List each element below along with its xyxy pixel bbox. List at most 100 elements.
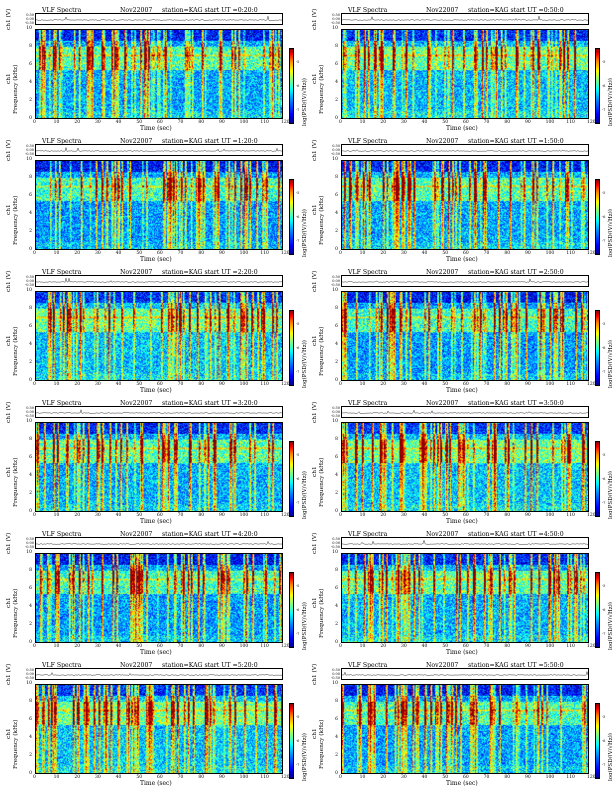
x-tick-label: 120 <box>587 120 596 125</box>
ch1-waveform <box>35 13 284 25</box>
x-tick-label: 110 <box>566 775 575 780</box>
colorbar <box>289 179 294 255</box>
ch1-tick-label: -0.50 <box>331 152 340 157</box>
x-tick-label: 0 <box>33 513 36 518</box>
y-tick-label: 10 <box>26 550 32 555</box>
x-tick-label: 50 <box>136 644 143 649</box>
colorbar <box>595 572 600 648</box>
colorbar-label: log(PSD/(V/√Hz)) <box>608 471 612 519</box>
ch1-axis-label: ch1 (V) <box>6 8 12 30</box>
time-axis-label: Time (sec) <box>140 649 172 656</box>
y-tick-label: 4 <box>335 604 338 609</box>
ch1-waveform <box>35 275 284 287</box>
x-tick-label: 10 <box>53 120 60 125</box>
panel-title: VLF Spectra <box>348 269 388 276</box>
ch1-tick-label: 0.50 <box>332 668 340 672</box>
panel-station-start: station=KAG start UT =4:50:0 <box>468 531 564 538</box>
x-tick-label: 100 <box>239 644 249 649</box>
colorbar-tick-label: -7 <box>296 763 300 767</box>
x-tick-label: 100 <box>545 120 555 125</box>
ch1-trace-line <box>342 409 590 414</box>
x-tick-label: 60 <box>463 120 469 125</box>
frequency-axis-label: Frequency (kHz) <box>13 64 19 114</box>
colorbar-tick-label: -7 <box>602 632 606 636</box>
y-tick-label: 0 <box>335 509 338 514</box>
spectrogram-panel: VLF Spectra Nov22007 station=KAG start UT … <box>2 2 308 133</box>
x-tick-label: 70 <box>483 251 490 256</box>
y-tick-label: 0 <box>29 378 32 383</box>
x-tick-label: 70 <box>177 382 184 387</box>
ch1-tick-label: 0.50 <box>26 537 34 541</box>
colorbar-label: log(PSD/(V/√Hz)) <box>608 209 612 257</box>
y-tick-label: 6 <box>335 324 338 329</box>
x-tick-label: 120 <box>587 382 596 387</box>
x-tick-label: 80 <box>504 251 511 256</box>
y-tick-label: 2 <box>29 622 32 627</box>
x-tick-label: 0 <box>33 644 36 649</box>
x-tick-label: 100 <box>545 644 555 649</box>
ch1-trace-line <box>36 541 284 545</box>
panel-title: VLF Spectra <box>348 138 388 145</box>
panel-station-start: station=KAG start UT =5:20:0 <box>162 662 258 669</box>
spectrogram-area <box>35 291 283 381</box>
x-tick-label: 40 <box>115 251 122 256</box>
y-tick-label: 6 <box>335 455 338 460</box>
y-tick-label: 10 <box>26 157 32 162</box>
ch1-trace <box>342 670 590 676</box>
spec-channel-label: ch1 <box>312 204 318 215</box>
frequency-axis-label: Frequency (kHz) <box>13 588 19 638</box>
panel-title: VLF Spectra <box>42 662 82 669</box>
colorbar-tick-label: -6 <box>602 739 606 743</box>
x-tick-label: 10 <box>53 775 60 780</box>
panel-title: VLF Spectra <box>42 7 82 14</box>
x-tick-label: 40 <box>421 513 428 518</box>
panel-date: Nov22007 <box>426 138 459 145</box>
spectrogram-area <box>35 684 283 774</box>
spectrogram-image <box>342 161 588 249</box>
y-tick-label: 6 <box>29 324 32 329</box>
x-tick-label: 90 <box>219 775 225 780</box>
y-tick-label: 8 <box>29 437 32 442</box>
colorbar-tick-label: -5 <box>296 60 300 64</box>
panel-station-start: station=KAG start UT =2:20:0 <box>162 269 258 276</box>
x-tick-label: 90 <box>525 382 531 387</box>
y-tick-label: 2 <box>335 491 338 496</box>
x-tick-label: 100 <box>545 251 555 256</box>
x-tick-label: 10 <box>359 513 366 518</box>
y-tick-label: 2 <box>335 229 338 234</box>
frequency-axis-label: Frequency (kHz) <box>13 457 19 507</box>
colorbar-tick-label: -6 <box>296 739 300 743</box>
spectrogram-area <box>35 29 283 119</box>
ch1-axis-label: ch1 (V) <box>6 532 12 554</box>
ch1-tick-label: -0.50 <box>25 545 34 550</box>
x-tick-label: 30 <box>95 513 101 518</box>
x-tick-label: 100 <box>239 775 249 780</box>
x-tick-label: 0 <box>33 120 36 125</box>
ch1-tick-label: 0.00 <box>26 410 34 415</box>
spec-channel-label: ch1 <box>312 466 318 477</box>
spectrogram-area <box>341 684 589 774</box>
x-tick-label: 10 <box>359 251 366 256</box>
time-axis-label: Time (sec) <box>140 780 172 787</box>
ch1-trace-line <box>36 672 284 676</box>
ch1-axis-label: ch1 (V) <box>312 532 318 554</box>
ch1-tick-label: 0.00 <box>332 672 340 677</box>
time-axis-label: Time (sec) <box>446 387 478 394</box>
ch1-tick-label: 0.50 <box>332 275 340 279</box>
x-tick-label: 70 <box>483 382 490 387</box>
spec-channel-label: ch1 <box>6 597 12 608</box>
frequency-axis-label: Frequency (kHz) <box>319 326 325 376</box>
ch1-axis-label: ch1 (V) <box>312 8 318 30</box>
ch1-tick-label: 0.00 <box>26 279 34 284</box>
x-tick-label: 60 <box>157 120 163 125</box>
colorbar <box>595 48 600 124</box>
y-tick-label: 0 <box>29 116 32 121</box>
ch1-axis-label: ch1 (V) <box>312 401 318 423</box>
ch1-tick-label: -0.50 <box>25 676 34 681</box>
panel-title: VLF Spectra <box>42 269 82 276</box>
panel-title: VLF Spectra <box>42 400 82 407</box>
x-tick-label: 110 <box>260 120 269 125</box>
ch1-trace <box>36 277 284 283</box>
colorbar-tick-label: -5 <box>296 453 300 457</box>
x-tick-label: 100 <box>239 251 249 256</box>
